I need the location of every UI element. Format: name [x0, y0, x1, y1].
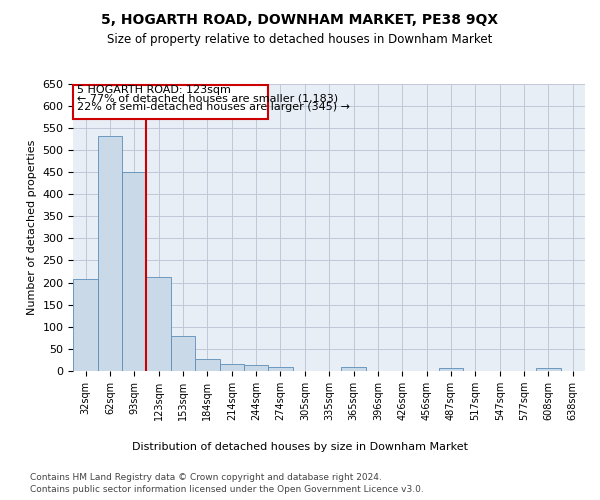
Text: 5, HOGARTH ROAD, DOWNHAM MARKET, PE38 9QX: 5, HOGARTH ROAD, DOWNHAM MARKET, PE38 9Q… — [101, 12, 499, 26]
Bar — [146, 277, 171, 371]
Bar — [341, 367, 366, 371]
Bar — [98, 136, 122, 371]
Bar — [73, 280, 98, 371]
Text: ← 77% of detached houses are smaller (1,183): ← 77% of detached houses are smaller (1,… — [77, 94, 338, 104]
Bar — [536, 368, 560, 371]
Text: 5 HOGARTH ROAD: 123sqm: 5 HOGARTH ROAD: 123sqm — [77, 85, 231, 95]
FancyBboxPatch shape — [73, 85, 268, 119]
Text: Contains HM Land Registry data © Crown copyright and database right 2024.: Contains HM Land Registry data © Crown c… — [30, 472, 382, 482]
Bar — [220, 364, 244, 371]
Bar — [122, 172, 146, 371]
Y-axis label: Number of detached properties: Number of detached properties — [27, 140, 37, 315]
Bar — [195, 359, 220, 371]
Text: Size of property relative to detached houses in Downham Market: Size of property relative to detached ho… — [107, 32, 493, 46]
Bar — [439, 368, 463, 371]
Text: Contains public sector information licensed under the Open Government Licence v3: Contains public sector information licen… — [30, 485, 424, 494]
Bar — [171, 336, 195, 371]
Bar — [268, 367, 293, 371]
Bar — [244, 366, 268, 371]
Text: Distribution of detached houses by size in Downham Market: Distribution of detached houses by size … — [132, 442, 468, 452]
Text: 22% of semi-detached houses are larger (345) →: 22% of semi-detached houses are larger (… — [77, 102, 350, 112]
